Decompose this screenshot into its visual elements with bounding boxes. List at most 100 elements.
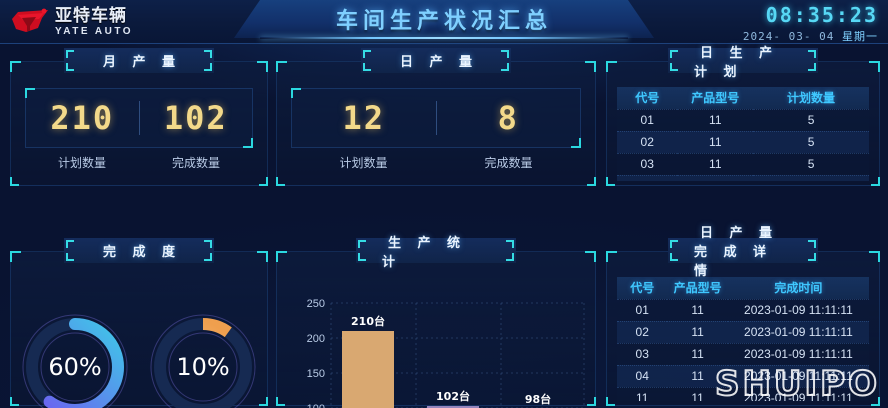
daily-done-label: 完成数量 <box>484 156 533 170</box>
clock-date-value: 2024- 03- 04 <box>742 30 835 43</box>
clock: 08:35:23 2024- 03- 04 星期一 <box>743 3 878 44</box>
value-divider <box>435 101 437 135</box>
monthly-plan-label: 计划数量 <box>57 156 106 170</box>
daily-detail-header: 日 产 量 完 成 详 情 <box>668 226 818 279</box>
cell-time: 2023-01-09 11:11:11 <box>727 320 869 343</box>
table-row[interactable]: 03 11 2023-01-09 11:11:11 <box>617 342 869 365</box>
monthly-plan-value-wrap: 210 <box>26 99 139 137</box>
gauge-2-ring-icon <box>150 314 256 408</box>
production-bar-chart[interactable]: 250 200 150 100 <box>285 278 587 408</box>
cell-model: 11 <box>677 108 754 131</box>
clock-time: 08:35:23 <box>765 3 878 27</box>
cell-code: 02 <box>617 130 678 153</box>
monthly-done-value-wrap: 102 <box>140 99 253 137</box>
production-stats-panel: 250 200 150 100 <box>276 236 596 408</box>
cell-qty: 5 <box>753 108 869 131</box>
cell-code: 01 <box>617 298 668 321</box>
value-divider <box>138 101 140 135</box>
cell-model: 11 <box>677 174 754 181</box>
production-stats-body: 250 200 150 100 <box>276 251 596 408</box>
bar-1-label: 210台 <box>351 314 385 328</box>
page-title: 车间生产状况汇总 <box>335 9 552 34</box>
daily-output-header: 日 产 量 <box>361 48 511 73</box>
daily-plan-table-wrap[interactable]: 代号 产品型号 计划数量 01 11 5 02 11 5 <box>617 87 869 181</box>
daily-plan-value: 12 <box>342 99 386 137</box>
cell-model: 11 <box>667 298 728 321</box>
monthly-output-labels: 计划数量 完成数量 <box>25 154 253 171</box>
cell-model: 11 <box>667 320 728 343</box>
table-row[interactable]: 02 11 5 <box>617 130 869 153</box>
ytick-150: 150 <box>307 368 325 380</box>
gauge-1-value: 60% <box>48 353 102 381</box>
gauge-group: 60% 10% <box>11 312 267 408</box>
table-row[interactable]: 04 11 2023-01-09 11:11:11 <box>617 364 869 387</box>
gauge-1-ring-icon <box>22 314 128 408</box>
yate-emblem-icon <box>12 8 48 32</box>
table-row[interactable]: 01 11 5 <box>617 108 869 131</box>
bar-2[interactable] <box>427 406 479 408</box>
company-logo: 亚特车辆 YATE AUTO <box>8 4 183 40</box>
cell-code: 02 <box>617 320 668 343</box>
daily-output-panel: 12 8 计划数量 完成数量 日 产 量 <box>276 48 596 186</box>
daily-detail-panel: 代号 产品型号 完成时间 01 11 2023-01-09 11:11:11 0… <box>606 226 880 406</box>
table-header-row: 代号 产品型号 计划数量 <box>617 87 869 109</box>
table-row[interactable]: 01 11 2023-01-09 11:11:11 <box>617 298 869 321</box>
daily-detail-title: 日 产 量 完 成 详 情 <box>694 226 779 279</box>
daily-detail-body: 代号 产品型号 完成时间 01 11 2023-01-09 11:11:11 0… <box>606 251 880 406</box>
table-row[interactable]: 11 11 2023-01-09 11:11:11 <box>617 386 869 401</box>
daily-detail-table-wrap[interactable]: 代号 产品型号 完成时间 01 11 2023-01-09 11:11:11 0… <box>617 277 869 401</box>
cell-model: 11 <box>667 364 728 387</box>
header-underline <box>260 37 628 39</box>
cell-model: 11 <box>677 130 754 153</box>
table-row[interactable]: 04 11 5 <box>617 174 869 181</box>
clock-date: 2024- 03- 04 星期一 <box>743 28 878 44</box>
header-center-plate <box>234 0 654 38</box>
logo-english-name: YATE AUTO <box>55 25 134 37</box>
daily-plan-header: 日 生 产 计 划 <box>668 46 818 80</box>
daily-plan-title: 日 生 产 计 划 <box>694 45 779 80</box>
daily-plan-table: 代号 产品型号 计划数量 01 11 5 02 11 5 <box>617 87 869 181</box>
grid-lines <box>330 302 585 408</box>
col-code: 代号 <box>617 277 668 299</box>
logo-chinese-name: 亚特车辆 <box>55 5 127 26</box>
table-row[interactable]: 03 11 5 <box>617 152 869 175</box>
bar-chart-svg: 250 200 150 100 <box>307 298 585 408</box>
daily-done-value: 8 <box>497 99 519 137</box>
bars <box>342 331 479 408</box>
table-row[interactable]: 02 11 2023-01-09 11:11:11 <box>617 320 869 343</box>
monthly-plan-value: 210 <box>50 99 115 137</box>
col-code: 代号 <box>617 87 678 109</box>
cell-code: 03 <box>617 152 678 175</box>
daily-plan-body: 代号 产品型号 计划数量 01 11 5 02 11 5 <box>606 61 880 186</box>
cell-qty: 5 <box>753 174 869 181</box>
daily-plan-panel: 代号 产品型号 计划数量 01 11 5 02 11 5 <box>606 46 880 186</box>
monthly-output-values: 210 102 <box>25 88 253 148</box>
completion-panel: 60% 10% 完 <box>10 238 268 408</box>
gauge-completion-1[interactable]: 60% <box>20 312 130 408</box>
table-header-row: 代号 产品型号 完成时间 <box>617 277 869 299</box>
daily-done-value-wrap: 8 <box>437 99 581 137</box>
cell-qty: 5 <box>753 130 869 153</box>
gauge-completion-2[interactable]: 10% <box>148 312 258 408</box>
bar-1[interactable] <box>342 331 394 408</box>
production-stats-title: 生 产 统 计 <box>382 235 467 270</box>
cell-model: 11 <box>667 342 728 365</box>
monthly-done-value: 102 <box>163 99 228 137</box>
daily-detail-table: 代号 产品型号 完成时间 01 11 2023-01-09 11:11:11 0… <box>617 277 869 401</box>
daily-output-title: 日 产 量 <box>399 55 479 70</box>
cell-model: 11 <box>677 152 754 175</box>
cell-code: 03 <box>617 342 668 365</box>
cell-qty: 5 <box>753 152 869 175</box>
cell-code: 04 <box>617 364 668 387</box>
col-model: 产品型号 <box>677 87 754 109</box>
completion-body: 60% 10% <box>10 251 268 408</box>
monthly-output-header: 月 产 量 <box>64 48 214 73</box>
cell-time: 2023-01-09 11:11:11 <box>727 342 869 365</box>
monthly-output-title: 月 产 量 <box>102 55 182 70</box>
col-plan-qty: 计划数量 <box>753 87 869 109</box>
cell-model: 11 <box>667 386 728 401</box>
col-model: 产品型号 <box>667 277 728 299</box>
ytick-250: 250 <box>307 298 325 310</box>
clock-weekday: 星期一 <box>842 30 878 43</box>
cell-code: 01 <box>617 108 678 131</box>
